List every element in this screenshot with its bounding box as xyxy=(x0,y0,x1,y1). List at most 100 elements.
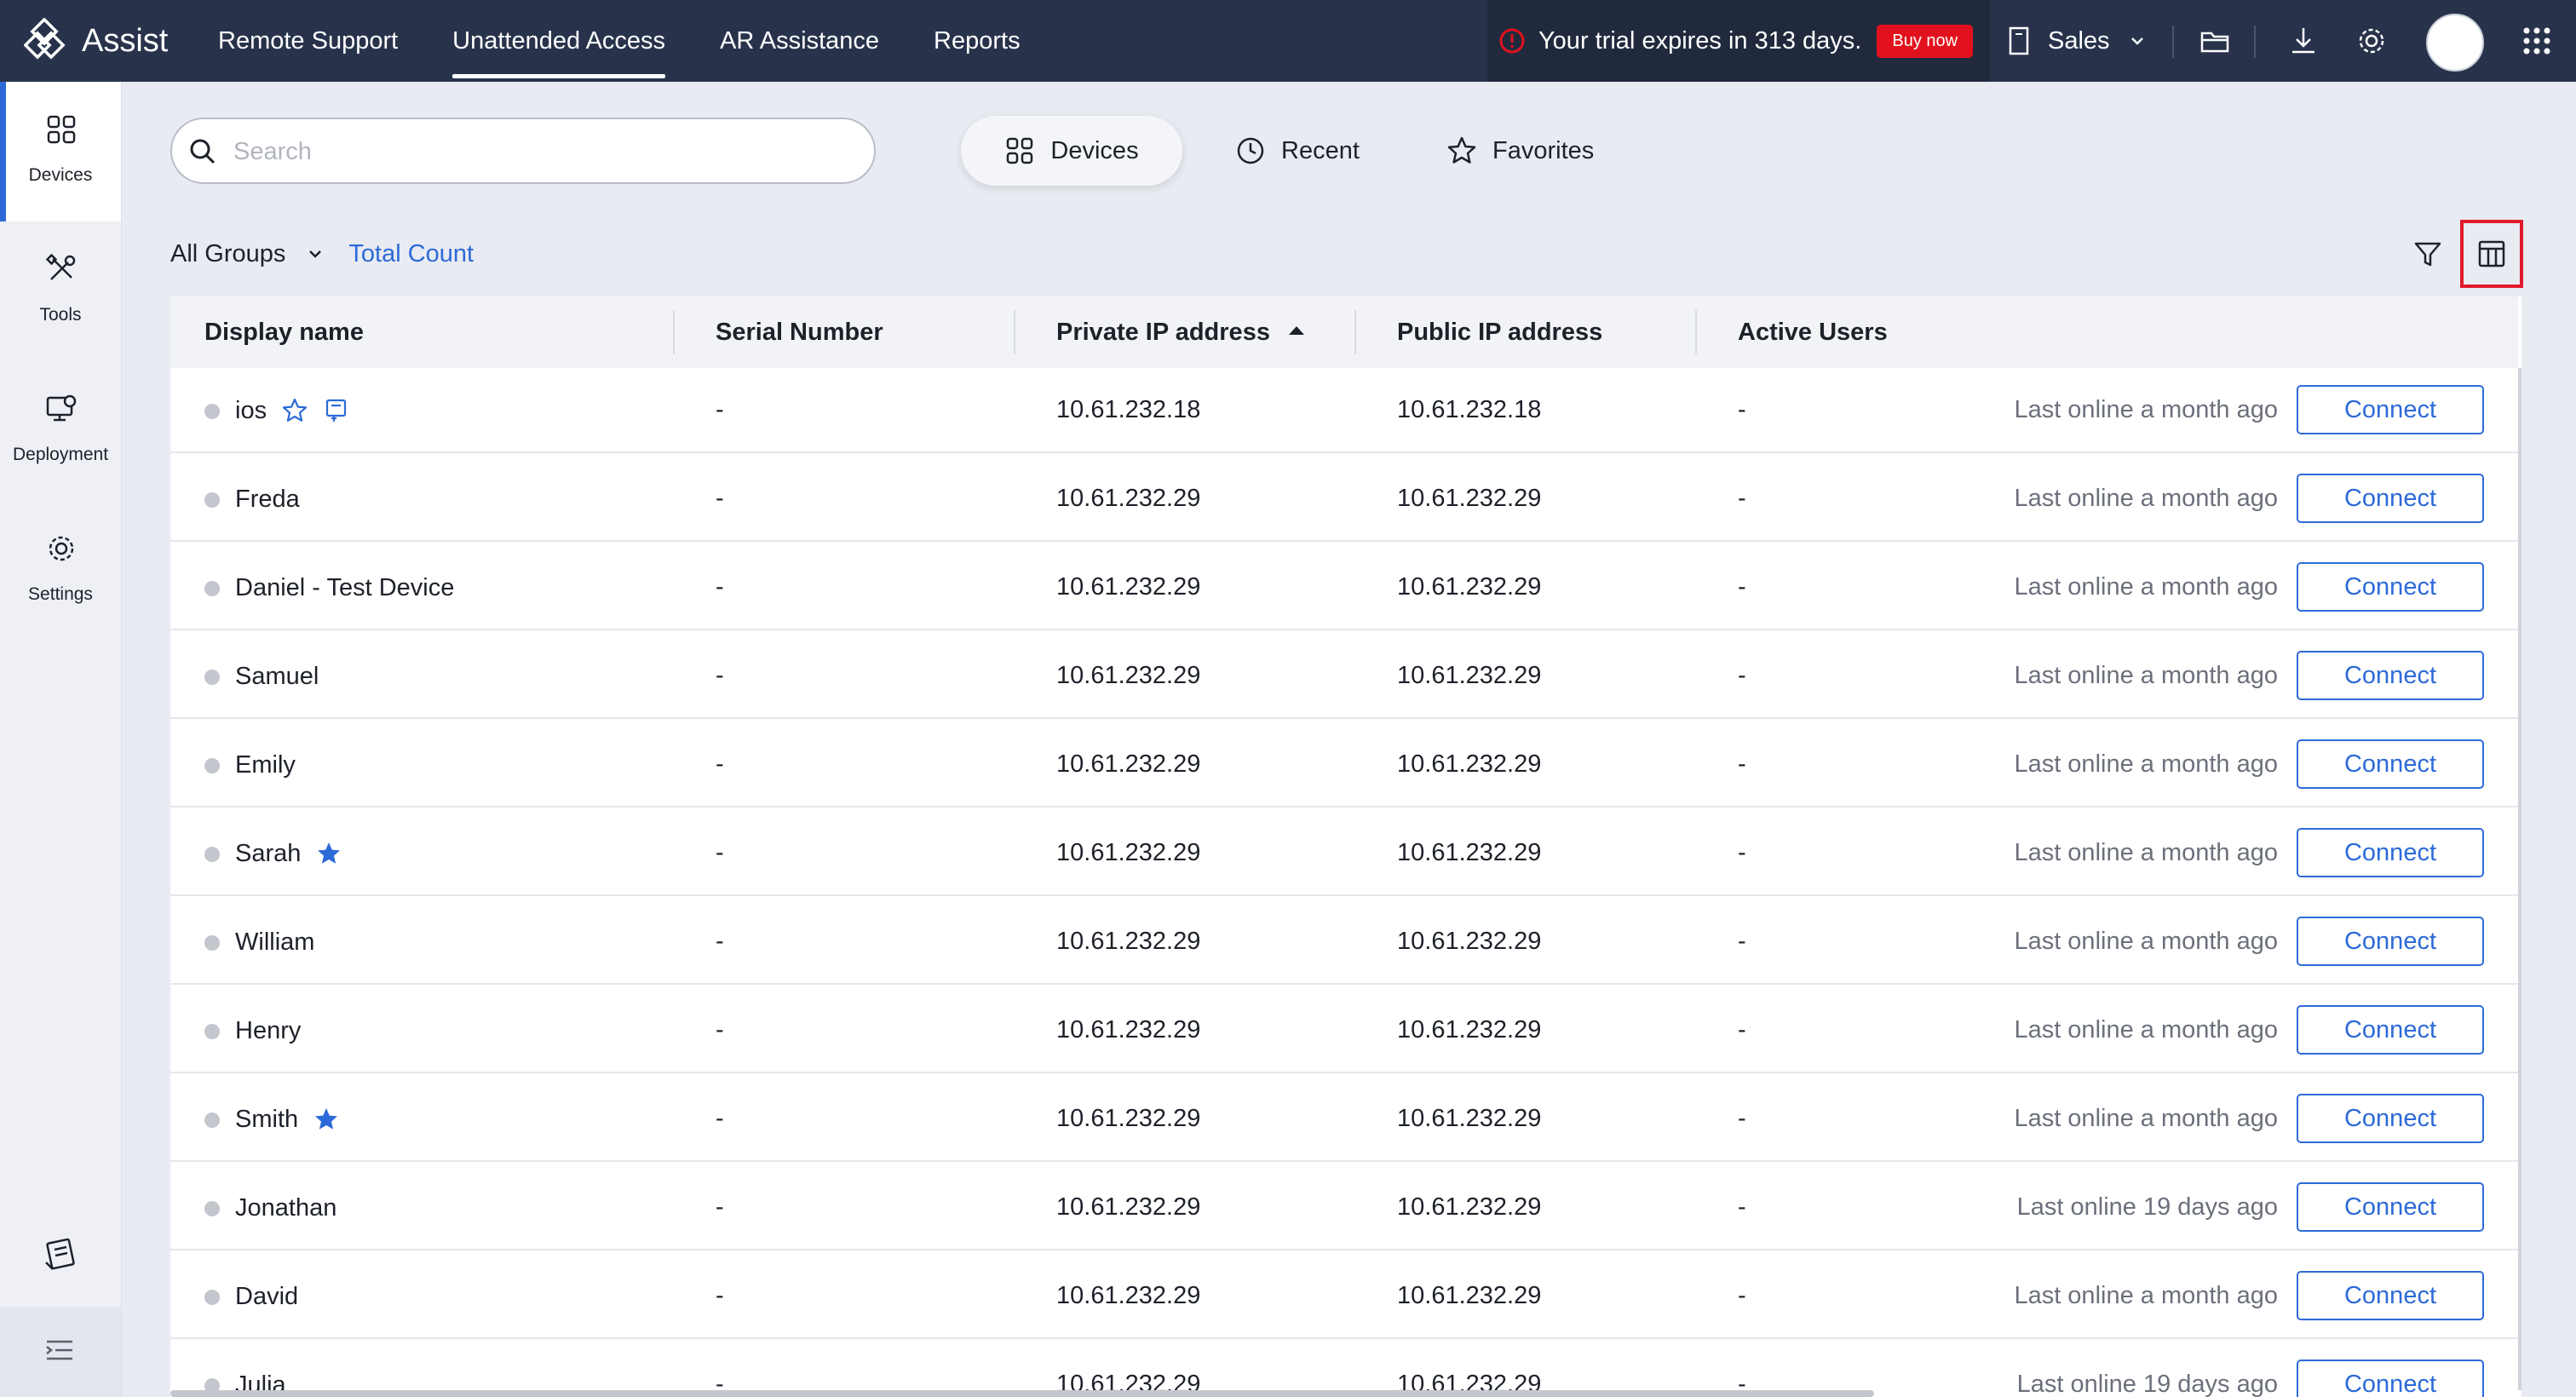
column-settings-button[interactable] xyxy=(2460,220,2523,288)
download-icon[interactable] xyxy=(2286,24,2320,58)
group-selector[interactable]: All Groups xyxy=(170,239,286,267)
table-row[interactable]: Emily - 10.61.232.29 10.61.232.29 - Last… xyxy=(170,722,2518,808)
connect-button[interactable]: Connect xyxy=(2297,739,2484,789)
remote-note-icon[interactable] xyxy=(323,398,348,423)
private-ip-cell: 10.61.232.29 xyxy=(1056,662,1201,689)
trial-text: Your trial expires in 313 days. xyxy=(1538,26,1862,55)
public-ip-cell: 10.61.232.29 xyxy=(1397,485,1542,512)
table-row[interactable]: Henry - 10.61.232.29 10.61.232.29 - Last… xyxy=(170,988,2518,1073)
status-dot xyxy=(204,492,220,508)
column-resize-handle[interactable] xyxy=(673,310,675,354)
column-resize-handle[interactable] xyxy=(1354,310,1356,354)
horizontal-scrollbar[interactable] xyxy=(170,1390,1874,1397)
connect-button[interactable]: Connect xyxy=(2297,385,2484,434)
avatar[interactable] xyxy=(2426,14,2484,72)
device-name: William xyxy=(235,928,315,956)
search-input[interactable] xyxy=(232,131,848,172)
folder-icon[interactable] xyxy=(2198,24,2232,58)
brand[interactable]: Assist xyxy=(24,15,168,66)
device-name: Emily xyxy=(235,751,296,779)
column-header-display-name[interactable]: Display name xyxy=(204,319,364,346)
active-users-cell: - xyxy=(1738,485,1746,512)
app-grid-icon[interactable] xyxy=(2520,24,2554,58)
org-selector[interactable]: Sales xyxy=(2007,0,2148,82)
serial-number-cell: - xyxy=(716,750,724,778)
nav-remote-support[interactable]: Remote Support xyxy=(218,27,399,55)
table-row[interactable]: Jonathan - 10.61.232.29 10.61.232.29 - L… xyxy=(170,1165,2518,1250)
org-label: Sales xyxy=(2048,26,2110,55)
column-resize-handle[interactable] xyxy=(1695,310,1697,354)
private-ip-cell: 10.61.232.29 xyxy=(1056,1371,1201,1397)
device-name-cell[interactable]: Samuel xyxy=(235,634,319,719)
table-row[interactable]: ios - 10.61.232.18 10.61.232.18 - Last o… xyxy=(170,368,2518,453)
device-name: Samuel xyxy=(235,663,319,690)
device-name-cell[interactable]: Freda xyxy=(235,457,300,542)
buy-now-button[interactable]: Buy now xyxy=(1877,24,1974,58)
connect-button[interactable]: Connect xyxy=(2297,828,2484,877)
table-row[interactable]: Sarah - 10.61.232.29 10.61.232.29 - Last… xyxy=(170,811,2518,896)
table-row[interactable]: Freda - 10.61.232.29 10.61.232.29 - Last… xyxy=(170,457,2518,542)
filter-icon[interactable] xyxy=(2412,239,2443,269)
connect-button[interactable]: Connect xyxy=(2297,1271,2484,1320)
vertical-scrollbar[interactable] xyxy=(2518,368,2521,1390)
private-ip-cell: 10.61.232.29 xyxy=(1056,750,1201,778)
device-name-cell[interactable]: William xyxy=(235,900,314,985)
tab-favorites[interactable]: Favorites xyxy=(1446,116,1594,186)
active-users-cell: - xyxy=(1738,928,1746,955)
device-name-cell[interactable]: Jonathan xyxy=(235,1165,336,1250)
feedback-icon[interactable] xyxy=(41,1237,78,1274)
column-header-private-ip[interactable]: Private IP address xyxy=(1056,296,1304,368)
status-dot xyxy=(204,670,220,685)
favorite-star-icon[interactable] xyxy=(316,841,342,866)
connect-button[interactable]: Connect xyxy=(2297,562,2484,612)
device-name-cell[interactable]: Sarah xyxy=(235,811,342,896)
connect-button[interactable]: Connect xyxy=(2297,1360,2484,1397)
table-columns-icon xyxy=(2478,240,2505,267)
sidebar-item-label: Deployment xyxy=(12,445,109,464)
nav-reports[interactable]: Reports xyxy=(934,27,1021,55)
sidebar-item-deployment[interactable]: Deployment xyxy=(0,361,121,501)
table-row[interactable]: Julia - 10.61.232.29 10.61.232.29 - Last… xyxy=(170,1342,2518,1397)
table-row[interactable]: William - 10.61.232.29 10.61.232.29 - La… xyxy=(170,900,2518,985)
sidebar-item-devices[interactable]: Devices xyxy=(0,82,121,221)
tab-devices[interactable]: Devices xyxy=(961,116,1182,186)
sidebar-item-settings[interactable]: Settings xyxy=(0,501,121,641)
collapse-sidebar[interactable] xyxy=(0,1307,121,1397)
device-name-cell[interactable]: ios xyxy=(235,368,348,453)
connect-button[interactable]: Connect xyxy=(2297,474,2484,523)
table-row[interactable]: Smith - 10.61.232.29 10.61.232.29 - Last… xyxy=(170,1077,2518,1162)
device-name-cell[interactable]: Henry xyxy=(235,988,301,1073)
device-name-cell[interactable]: Smith xyxy=(235,1077,339,1162)
settings-gear-icon[interactable] xyxy=(2355,24,2389,58)
connect-button[interactable]: Connect xyxy=(2297,1005,2484,1055)
serial-number-cell: - xyxy=(716,396,724,423)
device-name-cell[interactable]: David xyxy=(235,1254,298,1339)
column-header-public-ip[interactable]: Public IP address xyxy=(1397,319,1603,346)
connect-button[interactable]: Connect xyxy=(2297,651,2484,700)
status-dot xyxy=(204,847,220,862)
star-outline-icon[interactable] xyxy=(282,398,308,423)
total-count-link[interactable]: Total Count xyxy=(348,239,474,267)
favorite-star-icon[interactable] xyxy=(313,1107,339,1132)
nav-ar-assistance[interactable]: AR Assistance xyxy=(720,27,880,55)
last-online-text: Last online a month ago xyxy=(2014,662,2278,689)
connect-button[interactable]: Connect xyxy=(2297,1094,2484,1143)
table-row[interactable]: Daniel - Test Device - 10.61.232.29 10.6… xyxy=(170,545,2518,630)
chevron-down-icon[interactable] xyxy=(306,244,325,263)
column-header-serial-number[interactable]: Serial Number xyxy=(716,319,883,346)
table-row[interactable]: Samuel - 10.61.232.29 10.61.232.29 - Las… xyxy=(170,634,2518,719)
device-name-cell[interactable]: Julia xyxy=(235,1342,286,1397)
column-header-label: Private IP address xyxy=(1056,319,1270,346)
status-dot xyxy=(204,758,220,773)
connect-button[interactable]: Connect xyxy=(2297,1182,2484,1232)
column-header-active-users[interactable]: Active Users xyxy=(1738,319,1888,346)
device-name-cell[interactable]: Daniel - Test Device xyxy=(235,545,454,630)
connect-button[interactable]: Connect xyxy=(2297,917,2484,966)
sidebar-item-tools[interactable]: Tools xyxy=(0,221,121,361)
tab-recent[interactable]: Recent xyxy=(1235,116,1360,186)
nav-unattended-access[interactable]: Unattended Access xyxy=(452,0,665,82)
device-name-cell[interactable]: Emily xyxy=(235,722,296,808)
sidebar: Devices Tools Deployment Settings xyxy=(0,82,122,1397)
table-row[interactable]: David - 10.61.232.29 10.61.232.29 - Last… xyxy=(170,1254,2518,1339)
column-resize-handle[interactable] xyxy=(1014,310,1015,354)
